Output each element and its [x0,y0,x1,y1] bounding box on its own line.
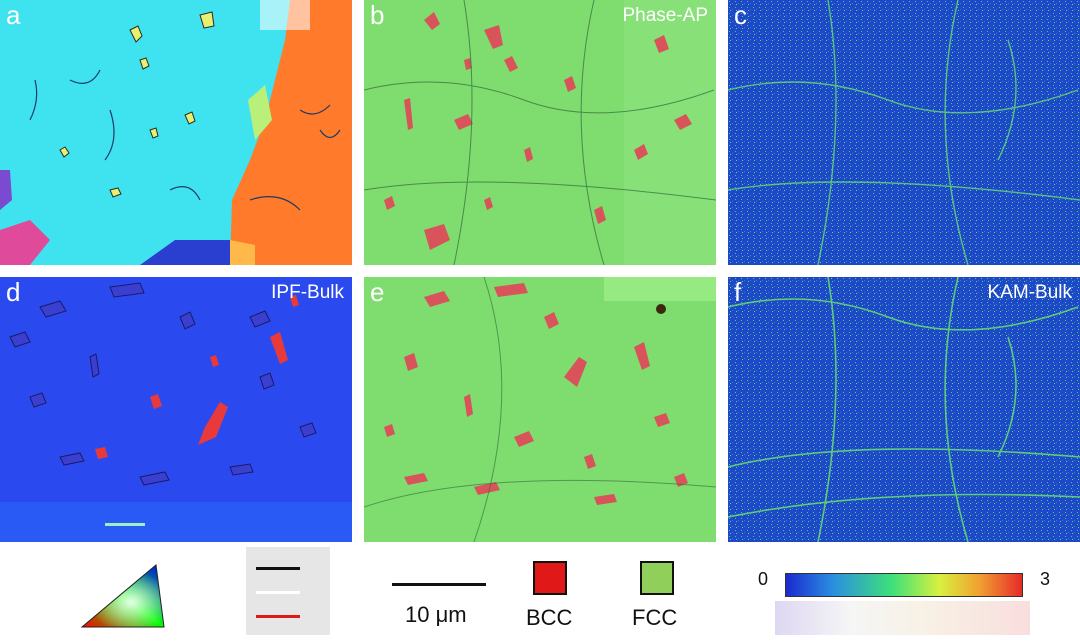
panel-d: d IPF-Bulk [0,277,352,542]
panel-c: c [728,0,1080,265]
panel-letter: c [734,2,747,28]
ipf-map-bulk [0,277,352,542]
panel-e: e [364,277,716,542]
panel-title: KAM-Bulk [988,283,1072,302]
kam-map-bulk [728,277,1080,542]
kam-min-label: 0 [758,569,768,590]
panel-title: IPF-Bulk [271,283,344,302]
panel-letter: d [6,279,20,305]
panel-letter: a [6,2,20,28]
phase-map-bulk [364,277,716,542]
line-black [256,567,300,570]
bcc-label: BCC [526,605,572,631]
bcc-swatch [533,561,567,595]
panel-letter: f [734,279,741,305]
panel-letter: b [370,2,384,28]
kam-map-ap [728,0,1080,265]
boundary-line-legend [246,547,330,635]
panel-letter: e [370,279,384,305]
panel-b: b Phase-AP [364,0,716,265]
ipf-triangle-key [78,551,168,631]
fcc-label: FCC [632,605,677,631]
line-red [256,615,300,618]
panel-a: a [0,0,352,265]
panel-f: f KAM-Bulk [728,277,1080,542]
kam-colorbar [785,573,1023,597]
line-white [256,591,300,594]
scale-bar-label: 10 μm [405,602,467,628]
ipf-map-ap [0,0,352,265]
scale-bar [392,583,486,586]
fcc-swatch [640,561,674,595]
phase-map-ap [364,0,716,265]
legend-row: 10 μm BCC FCC 0 3 [0,541,1080,641]
kam-tick-strip [775,601,1030,635]
panel-title: Phase-AP [622,6,708,25]
kam-max-label: 3 [1040,569,1050,590]
